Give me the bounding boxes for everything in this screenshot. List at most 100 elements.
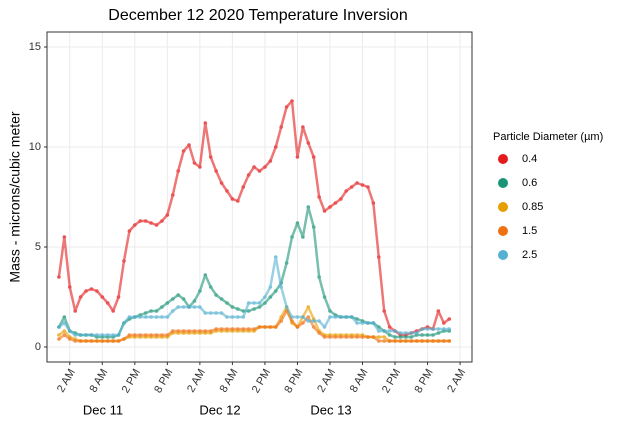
point — [387, 325, 392, 329]
point — [328, 335, 332, 339]
point — [290, 99, 294, 103]
point — [328, 315, 332, 319]
point — [236, 199, 240, 203]
point — [404, 335, 408, 339]
point — [420, 339, 424, 343]
point — [360, 183, 365, 187]
point — [317, 275, 321, 279]
point — [170, 297, 175, 301]
point — [57, 333, 61, 337]
point — [208, 155, 213, 159]
point — [442, 339, 446, 343]
point — [409, 335, 414, 339]
point — [230, 315, 235, 319]
point — [387, 329, 392, 333]
point — [306, 319, 311, 323]
point — [273, 145, 278, 149]
point — [73, 309, 77, 313]
point — [382, 335, 386, 339]
point — [387, 333, 392, 337]
point — [219, 297, 224, 301]
point — [143, 333, 148, 337]
point — [393, 335, 397, 339]
point — [371, 321, 376, 325]
point — [273, 289, 278, 293]
point — [198, 305, 202, 309]
point — [100, 339, 105, 343]
point — [181, 305, 186, 309]
point — [339, 315, 343, 319]
point — [360, 335, 365, 339]
point — [252, 165, 256, 169]
point — [263, 325, 267, 329]
point — [165, 333, 170, 337]
point — [442, 327, 446, 331]
point — [214, 327, 218, 331]
point — [143, 315, 148, 319]
point — [257, 325, 262, 329]
point — [376, 339, 381, 343]
point — [311, 319, 316, 323]
point — [268, 285, 273, 289]
point — [420, 333, 424, 337]
point — [122, 337, 126, 341]
point — [170, 193, 175, 197]
point — [431, 333, 435, 337]
point — [409, 331, 414, 335]
y-tick-label: 10 — [29, 141, 41, 153]
point — [366, 185, 370, 189]
point — [57, 275, 61, 279]
legend-label: 2.5 — [522, 249, 537, 261]
point — [214, 311, 218, 315]
point — [225, 301, 229, 305]
point — [78, 295, 83, 299]
point — [203, 311, 208, 315]
point — [57, 325, 61, 329]
point — [219, 181, 224, 185]
point — [257, 301, 262, 305]
point — [284, 105, 289, 109]
legend-label: 0.6 — [522, 177, 537, 189]
point — [398, 335, 403, 339]
legend-label: 0.85 — [522, 201, 543, 213]
point — [95, 333, 99, 337]
point — [355, 181, 359, 185]
point — [263, 165, 267, 169]
point — [246, 309, 251, 313]
point — [360, 321, 365, 325]
point — [290, 315, 294, 319]
point — [127, 315, 132, 319]
point — [344, 335, 349, 339]
point — [214, 169, 218, 173]
point — [116, 339, 121, 343]
chart-title: December 12 2020 Temperature Inversion — [108, 7, 407, 24]
point — [263, 301, 267, 305]
point — [160, 333, 164, 337]
point — [431, 339, 435, 343]
series — [57, 309, 452, 343]
point — [111, 333, 115, 337]
point — [133, 223, 137, 227]
point — [149, 309, 153, 313]
point — [306, 141, 311, 145]
point — [425, 333, 430, 337]
point — [436, 331, 441, 335]
y-tick-label: 5 — [35, 241, 41, 253]
point — [246, 327, 251, 331]
point — [105, 301, 110, 305]
point — [311, 325, 316, 329]
point — [73, 339, 77, 343]
point — [328, 205, 332, 209]
point — [268, 159, 273, 163]
point — [268, 325, 273, 329]
point — [105, 333, 110, 337]
point — [198, 289, 202, 293]
point — [236, 315, 240, 319]
legend-key — [498, 202, 508, 212]
point — [181, 149, 186, 153]
point — [371, 335, 376, 339]
point — [420, 327, 424, 331]
point — [154, 309, 159, 313]
point — [236, 327, 240, 331]
point — [306, 205, 311, 209]
